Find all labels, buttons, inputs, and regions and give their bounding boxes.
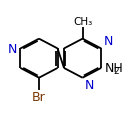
Text: 2: 2 [114,66,119,75]
Text: Br: Br [32,91,46,104]
Text: NH: NH [104,62,123,75]
Text: CH₃: CH₃ [73,17,92,27]
Text: N: N [8,43,17,55]
Text: N: N [103,35,113,48]
Text: N: N [85,79,94,92]
